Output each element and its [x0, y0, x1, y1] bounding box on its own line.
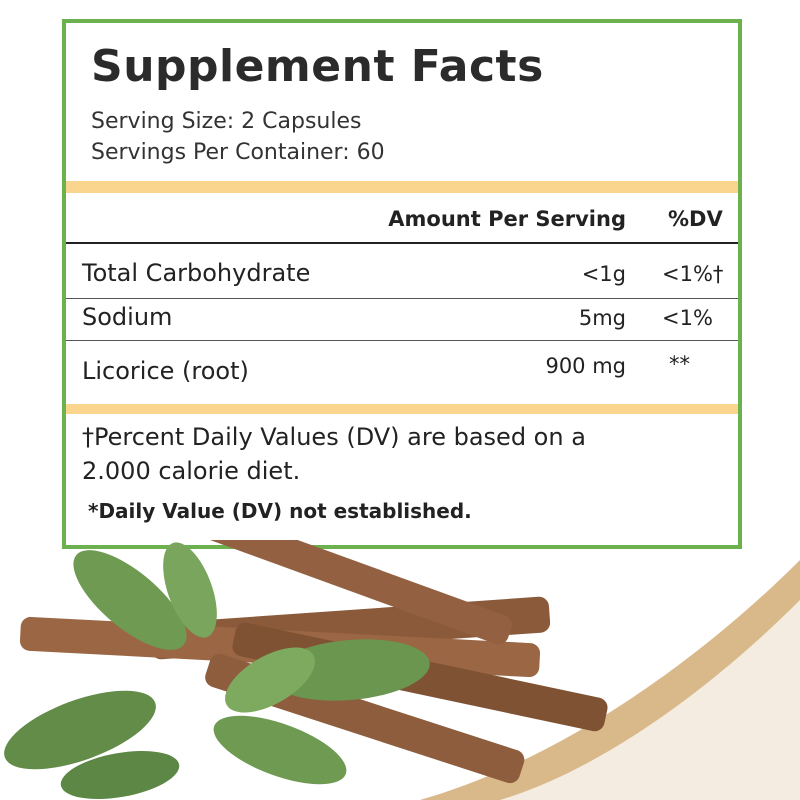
nutrient-amount: 900 mg — [545, 354, 626, 378]
dv-note: *Daily Value (DV) not established. — [88, 499, 472, 523]
nutrient-dv: <1% — [662, 306, 713, 330]
amount-header: Amount Per Serving — [388, 207, 626, 231]
nutrient-name: Total Carbohydrate — [82, 259, 311, 287]
sage-leaves — [4, 542, 430, 800]
dv-header: %DV — [668, 207, 723, 231]
nutrient-amount: 5mg — [578, 306, 626, 330]
divider-band — [66, 181, 738, 193]
nutrient-dv: ** — [669, 352, 690, 376]
page-title: Supplement Facts — [91, 41, 544, 92]
swoosh-shape — [500, 600, 800, 800]
header-rule — [66, 242, 738, 244]
licorice-root-illustration — [4, 540, 800, 800]
nutrient-name: Sodium — [82, 303, 173, 331]
nutrient-dv: <1%† — [662, 262, 724, 286]
serving-size: Serving Size: 2 Capsules — [91, 109, 362, 134]
divider-band — [66, 404, 738, 414]
row-rule — [66, 298, 738, 299]
nutrient-amount: <1g — [581, 262, 626, 286]
row-rule — [66, 340, 738, 341]
supplement-facts-panel: Supplement Facts Serving Size: 2 Capsule… — [62, 19, 742, 549]
nutrient-name: Licorice (root) — [82, 357, 249, 385]
footnote: 2.000 calorie diet. — [82, 457, 301, 485]
servings-per-container: Servings Per Container: 60 — [91, 140, 385, 165]
footnote: †Percent Daily Values (DV) are based on … — [82, 423, 586, 451]
